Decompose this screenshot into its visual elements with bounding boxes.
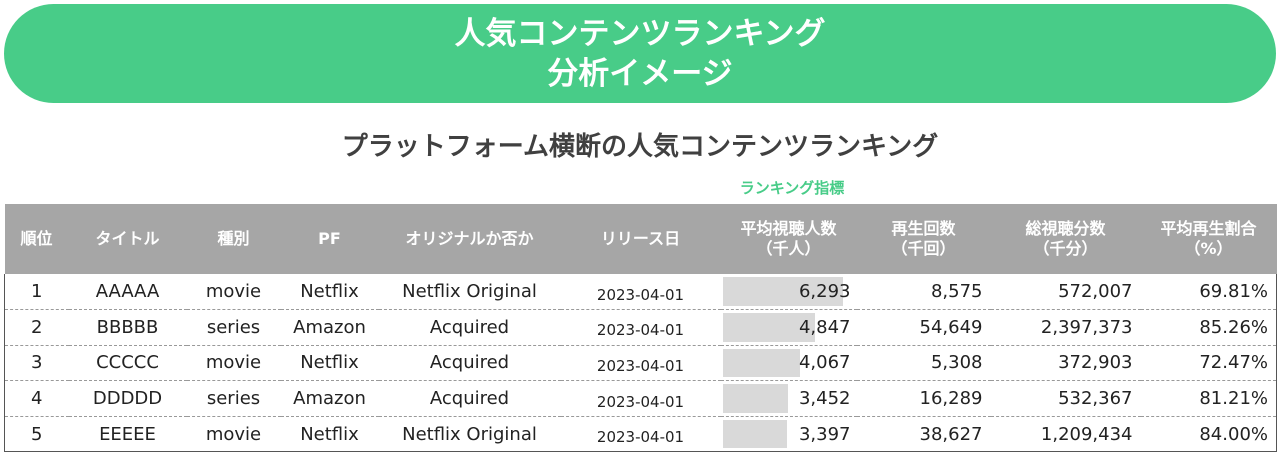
cell-plays: 16,289: [856, 380, 991, 417]
cell-avg-viewers: 4,847: [720, 309, 857, 346]
cell-pf: Netflix: [280, 416, 379, 453]
cell-type: movie: [186, 274, 281, 311]
banner-title-line1: 人気コンテンツランキング: [454, 15, 826, 52]
header-avg-viewers-line1: 平均視聴人数: [740, 219, 837, 238]
cell-title: BBBBB: [68, 309, 187, 346]
header-original: オリジナルか否か: [405, 229, 534, 248]
cell-original: Netflix Original: [378, 274, 561, 311]
data-bar: [722, 384, 789, 413]
cell-release-date: 2023-04-01: [560, 345, 721, 382]
cell-pf: Amazon: [280, 380, 379, 417]
cell-plays: 5,308: [856, 345, 991, 382]
cell-rank: 4: [4, 380, 69, 417]
cell-title: EEEEE: [68, 416, 187, 453]
cell-rank: 5: [4, 416, 69, 453]
header-release: リリース日: [600, 229, 681, 248]
header-avg-viewers: 平均視聴人数 （千人）: [721, 204, 857, 274]
header-avg-ratio-line2: （%）: [1184, 239, 1233, 258]
header-rank: 順位: [20, 229, 53, 248]
cell-avg-ratio: 69.81%: [1140, 274, 1277, 311]
cell-avg-ratio: 81.21%: [1140, 380, 1277, 417]
data-bar: [722, 348, 801, 378]
table-row: 2 BBBBB series Amazon Acquired 2023-04-0…: [4, 309, 1277, 346]
cell-avg-viewers: 4,067: [720, 345, 857, 382]
page-subtitle: プラットフォーム横断の人気コンテンツランキング: [341, 132, 939, 162]
cell-original: Acquired: [378, 309, 561, 346]
cell-total-minutes: 2,397,373: [990, 309, 1141, 346]
cell-avg-ratio: 84.00%: [1140, 416, 1277, 453]
header-plays-line2: （千回）: [891, 239, 956, 258]
header-avg-ratio-line1: 平均再生割合: [1160, 219, 1257, 238]
cell-avg-viewers: 3,397: [720, 416, 857, 453]
header-avg-ratio: 平均再生割合 （%）: [1141, 204, 1277, 274]
cell-type: movie: [186, 416, 281, 453]
cell-release-date: 2023-04-01: [560, 274, 721, 311]
table-row: 4 DDDDD series Amazon Acquired 2023-04-0…: [4, 380, 1277, 417]
cell-avg-viewers: 3,452: [720, 380, 857, 417]
cell-avg-ratio: 85.26%: [1140, 309, 1277, 346]
cell-release-date: 2023-04-01: [560, 380, 721, 417]
cell-type: series: [186, 309, 281, 346]
cell-rank: 2: [4, 309, 69, 346]
cell-total-minutes: 372,903: [990, 345, 1141, 382]
cell-plays: 38,627: [856, 416, 991, 453]
banner-title-line2: 分析イメージ: [547, 55, 733, 92]
cell-plays: 54,649: [856, 309, 991, 346]
cell-pf: Netflix: [280, 274, 379, 311]
header-avg-viewers-line2: （千人）: [756, 239, 821, 258]
table-header-row: 順位 タイトル 種別 PF オリジナルか否か リリース日 平均視聴人数 （千人）…: [4, 204, 1277, 274]
cell-total-minutes: 1,209,434: [990, 416, 1141, 453]
header-pf: PF: [318, 229, 341, 248]
cell-avg-viewers-value: 3,397: [798, 423, 851, 445]
header-total-minutes: 総視聴分数 （千分）: [991, 204, 1141, 274]
cell-title: AAAAA: [68, 274, 187, 311]
table-row: 1 AAAAA movie Netflix Netflix Original 2…: [4, 274, 1277, 311]
cell-original: Netflix Original: [378, 416, 561, 453]
cell-rank: 3: [4, 345, 69, 382]
header-title: タイトル: [95, 229, 160, 248]
data-bar: [722, 419, 788, 449]
cell-title: DDDDD: [68, 380, 187, 417]
cell-release-date: 2023-04-01: [560, 416, 721, 453]
cell-plays: 8,575: [856, 274, 991, 311]
header-total-minutes-line2: （千分）: [1033, 239, 1098, 258]
title-banner: 人気コンテンツランキング 分析イメージ: [4, 4, 1276, 103]
cell-avg-viewers-value: 3,452: [798, 388, 851, 410]
cell-type: series: [186, 380, 281, 417]
cell-avg-viewers: 6,293: [720, 274, 857, 311]
cell-total-minutes: 572,007: [990, 274, 1141, 311]
header-total-minutes-line1: 総視聴分数: [1025, 219, 1106, 238]
data-bar: [722, 313, 815, 342]
table-row: 5 EEEEE movie Netflix Netflix Original 2…: [4, 416, 1277, 453]
header-plays: 再生回数 （千回）: [857, 204, 991, 274]
cell-pf: Amazon: [280, 309, 379, 346]
table-row: 3 CCCCC movie Netflix Acquired 2023-04-0…: [4, 345, 1277, 382]
header-type: 種別: [217, 229, 250, 248]
ranking-table: 順位 タイトル 種別 PF オリジナルか否か リリース日 平均視聴人数 （千人）…: [4, 204, 1277, 453]
cell-avg-ratio: 72.47%: [1140, 345, 1277, 382]
cell-pf: Netflix: [280, 345, 379, 382]
header-plays-line1: 再生回数: [891, 219, 956, 238]
cell-avg-viewers-value: 6,293: [798, 281, 851, 303]
cell-original: Acquired: [378, 380, 561, 417]
cell-release-date: 2023-04-01: [560, 309, 721, 346]
cell-type: movie: [186, 345, 281, 382]
ranking-metric-label: ランキング指標: [739, 179, 845, 197]
cell-total-minutes: 532,367: [990, 380, 1141, 417]
cell-title: CCCCC: [68, 345, 187, 382]
cell-avg-viewers-value: 4,067: [798, 352, 851, 374]
cell-rank: 1: [4, 274, 69, 311]
data-bar: [722, 277, 843, 307]
cell-original: Acquired: [378, 345, 561, 382]
cell-avg-viewers-value: 4,847: [798, 316, 851, 338]
